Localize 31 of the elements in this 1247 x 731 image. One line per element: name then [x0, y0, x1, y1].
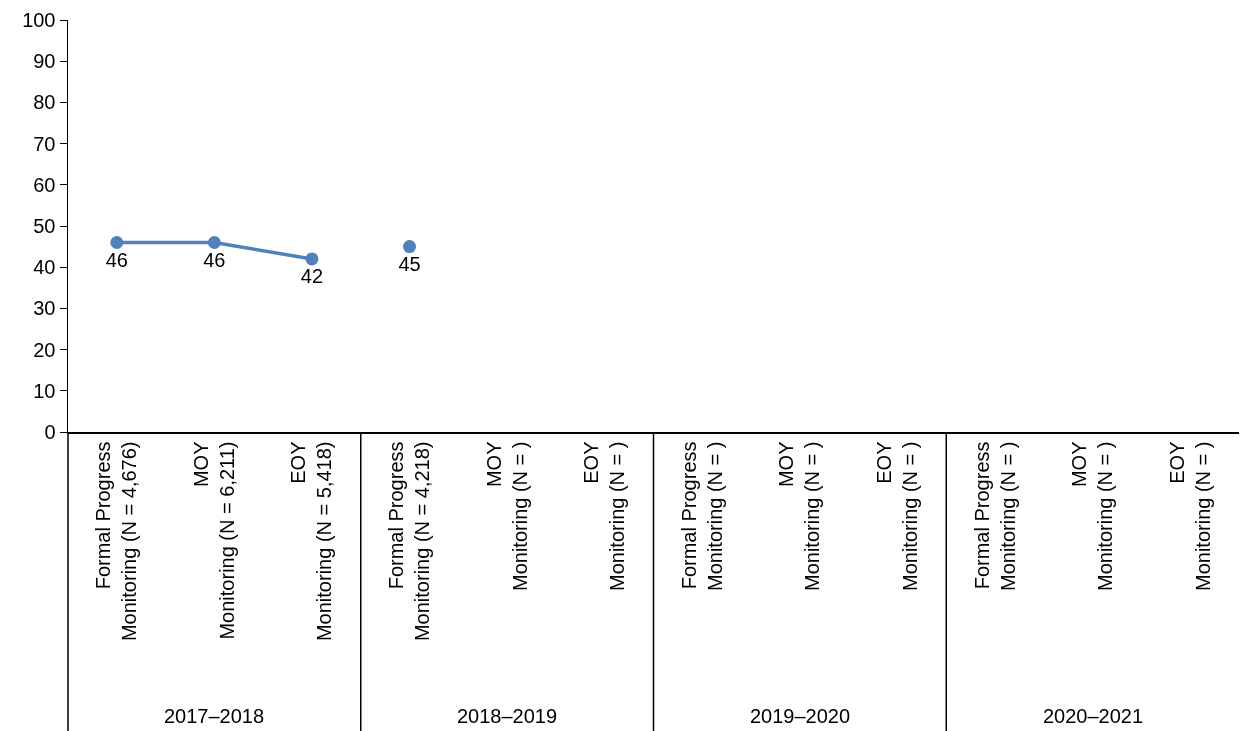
y-tick-label: 40 — [33, 256, 56, 279]
text: 2017–2018 — [164, 705, 265, 727]
y-tick-label: 90 — [33, 50, 56, 73]
y-tick-label: 0 — [44, 421, 56, 443]
x-tick-label: EOY Monitoring (N = ) — [1165, 441, 1214, 591]
x-tick-label: MOY Monitoring (N = ) — [775, 441, 824, 591]
y-tick-label: 70 — [33, 132, 56, 155]
x-tick-label: EOY Monitoring (N = 5,418) — [287, 441, 336, 642]
data-label: 45 — [398, 252, 421, 275]
y-tick-label: 80 — [33, 91, 56, 114]
x-tick-label: EOY Monitoring (N = ) — [580, 441, 629, 591]
y-tick-label: 100 — [22, 9, 56, 31]
y-tick-label: 20 — [33, 338, 56, 361]
x-tick-label: Formal Progress Monitoring (N = ) — [970, 441, 1019, 591]
x-tick-label: MOY Monitoring (N = 6,211) — [189, 441, 238, 640]
data-label: 46 — [203, 248, 226, 271]
y-tick-label: 10 — [33, 379, 56, 402]
x-tick-label: MOY Monitoring (N = ) — [1068, 441, 1117, 591]
x-tick-label: Formal Progress Monitoring (N = 4,676) — [92, 441, 141, 642]
x-tick-label: EOY Monitoring (N = ) — [872, 441, 921, 591]
x-tick-label: Formal Progress Monitoring (N = 4,218) — [385, 441, 434, 642]
x-tick-label: MOY Monitoring (N = ) — [482, 441, 531, 591]
text: 2019–2020 — [750, 705, 851, 727]
text: 2018–2019 — [457, 705, 558, 727]
y-tick-label: 60 — [33, 173, 56, 196]
x-tick-label: Formal Progress Monitoring (N = ) — [677, 441, 726, 591]
data-label: 46 — [105, 248, 128, 271]
text: 2020–2021 — [1043, 705, 1144, 727]
y-tick-label: 30 — [33, 297, 56, 320]
data-label: 42 — [300, 265, 324, 288]
y-tick-label: 50 — [33, 215, 56, 237]
